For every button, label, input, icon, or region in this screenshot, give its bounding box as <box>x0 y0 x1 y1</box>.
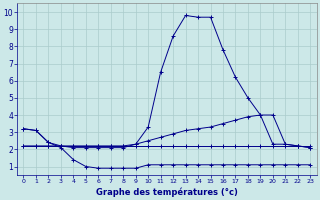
X-axis label: Graphe des températures (°c): Graphe des températures (°c) <box>96 187 238 197</box>
